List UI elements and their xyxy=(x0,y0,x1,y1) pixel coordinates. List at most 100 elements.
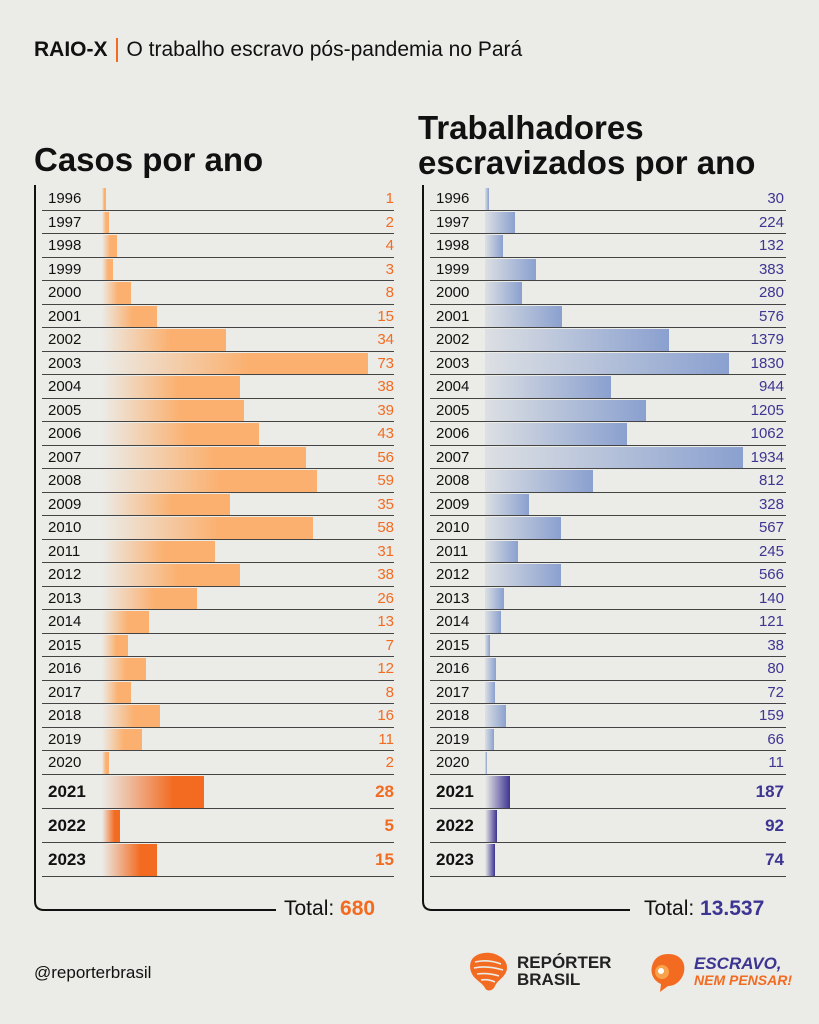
data-label: 92 xyxy=(765,815,784,835)
tick-label: 2014 xyxy=(436,613,470,630)
chart-row-1999: 1999 383 xyxy=(430,258,786,281)
row-divider xyxy=(430,327,786,328)
data-label: 1062 xyxy=(750,425,784,442)
bar-1996 xyxy=(102,188,106,210)
tick-label: 1996 xyxy=(48,190,82,207)
data-label: 132 xyxy=(758,237,784,254)
row-divider xyxy=(430,841,786,843)
bar-1999 xyxy=(485,258,537,280)
data-label: 34 xyxy=(377,331,394,348)
data-label: 328 xyxy=(758,495,784,513)
data-label: 7 xyxy=(385,636,394,654)
row-divider xyxy=(430,397,786,399)
tick-label: 2023 xyxy=(48,849,86,869)
tick-label: 2021 xyxy=(436,781,474,801)
row-divider xyxy=(430,632,786,634)
data-label: 1934 xyxy=(750,448,784,466)
row-divider xyxy=(42,256,394,258)
data-label: 2 xyxy=(385,754,394,771)
bar-2019 xyxy=(485,728,494,750)
chart-row-1998: 1998 4 xyxy=(42,234,394,258)
bar-2020 xyxy=(102,752,110,774)
row-divider xyxy=(430,515,786,516)
chart-row-1997: 1997 2 xyxy=(42,211,394,234)
data-label: 140 xyxy=(758,589,784,607)
row-divider xyxy=(42,773,394,775)
chart-title-cases: Casos por ano xyxy=(34,141,264,178)
row-divider xyxy=(42,609,394,610)
bar-2009 xyxy=(102,493,230,515)
tick-label: 2018 xyxy=(436,707,470,724)
data-label: 812 xyxy=(758,472,784,489)
row-divider xyxy=(430,444,786,446)
bar-2007 xyxy=(485,446,743,468)
tick-label: 1997 xyxy=(436,213,470,231)
bar-2016 xyxy=(102,658,146,680)
row-divider xyxy=(430,303,786,305)
row-divider xyxy=(42,421,394,422)
row-divider xyxy=(42,444,394,446)
data-label: 13 xyxy=(377,613,394,630)
chart-row-2000: 2000 280 xyxy=(430,281,786,305)
data-label: 30 xyxy=(767,190,784,207)
tick-label: 2006 xyxy=(48,425,82,442)
row-divider xyxy=(42,209,394,211)
data-label: 15 xyxy=(375,849,394,869)
data-label: 12 xyxy=(377,660,394,677)
tick-label: 2008 xyxy=(48,472,82,489)
bar-2015 xyxy=(102,634,128,656)
brazil-map-icon xyxy=(470,952,507,991)
row-divider xyxy=(42,807,394,809)
chart-row-2012: 2012 566 xyxy=(430,563,786,587)
data-label: 28 xyxy=(375,781,394,801)
row-divider xyxy=(430,585,786,587)
tick-label: 2020 xyxy=(48,754,82,771)
bar-2004 xyxy=(102,376,241,398)
bar-2012 xyxy=(102,564,241,586)
bar-2001 xyxy=(485,305,562,327)
bar-2000 xyxy=(485,282,523,304)
data-label: 26 xyxy=(377,589,394,607)
chart-row-2011: 2011 245 xyxy=(430,540,786,563)
chart-row-2001: 2001 576 xyxy=(430,305,786,328)
row-divider xyxy=(430,609,786,610)
tick-label: 2017 xyxy=(48,683,82,701)
chart-row-2005: 2005 1205 xyxy=(430,399,786,422)
bar-1997 xyxy=(102,211,110,233)
bar-2012 xyxy=(485,564,561,586)
tick-label: 2001 xyxy=(48,307,82,325)
chart-row-2017: 2017 8 xyxy=(42,681,394,704)
tick-label: 2009 xyxy=(48,495,82,513)
header: RAIO-X O trabalho escravo pós-pandemia n… xyxy=(34,38,522,62)
tick-label: 2004 xyxy=(48,378,82,395)
row-divider xyxy=(430,656,786,657)
tick-label: 1999 xyxy=(436,260,470,278)
bar-2005 xyxy=(102,399,245,421)
row-divider xyxy=(430,421,786,422)
data-label: 31 xyxy=(377,542,394,560)
bar-2006 xyxy=(102,423,259,445)
bar-2013 xyxy=(102,587,197,609)
tick-label: 2016 xyxy=(436,660,470,677)
chart-row-2001: 2001 15 xyxy=(42,305,394,328)
data-label: 38 xyxy=(377,378,394,395)
bar-2022 xyxy=(102,809,121,842)
bar-2006 xyxy=(485,423,627,445)
tick-label: 2018 xyxy=(48,707,82,724)
chart-row-2013: 2013 26 xyxy=(42,587,394,610)
row-divider xyxy=(42,468,394,469)
chart-title-workers-text: Trabalhadores escravizados por ano xyxy=(418,109,756,181)
total-text: Total: xyxy=(284,897,341,920)
bar-2020 xyxy=(485,752,487,774)
chart-row-2003: 2003 73 xyxy=(42,352,394,375)
row-divider xyxy=(42,397,394,399)
data-label: 1379 xyxy=(750,331,784,348)
data-label: 3 xyxy=(385,260,394,278)
bar-2001 xyxy=(102,305,157,327)
tick-label: 2004 xyxy=(436,378,470,395)
bar-2011 xyxy=(102,540,215,562)
chart-row-2007: 2007 1934 xyxy=(430,446,786,469)
data-label: 2 xyxy=(385,213,394,231)
data-label: 11 xyxy=(378,730,394,748)
chart-row-2021: 2021 187 xyxy=(430,775,786,809)
